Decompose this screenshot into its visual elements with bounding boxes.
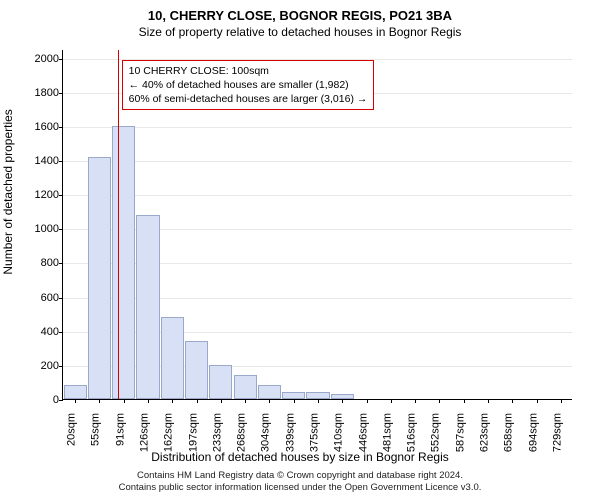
x-tick-mark [488,399,489,403]
x-tick-mark [294,399,295,403]
x-axis-label: Distribution of detached houses by size … [0,450,600,464]
x-tick-mark [197,399,198,403]
y-tick-mark [59,332,63,333]
histogram-bar [112,126,135,399]
x-tick-label: 552sqm [430,413,442,452]
y-tick-label: 2000 [21,53,59,65]
y-tick-label: 1800 [21,87,59,99]
callout-line: 10 CHERRY CLOSE: 100sqm [129,64,368,78]
x-tick-label: 197sqm [187,413,199,452]
x-tick-mark [561,399,562,403]
x-tick-mark [439,399,440,403]
y-tick-mark [59,195,63,196]
histogram-bar [258,385,281,399]
histogram-bar [161,317,184,399]
x-tick-mark [148,399,149,403]
grid-line [63,127,572,128]
y-tick-label: 200 [21,360,59,372]
x-tick-label: 516sqm [406,413,418,452]
x-tick-mark [269,399,270,403]
x-tick-label: 587sqm [454,413,466,452]
x-tick-label: 20sqm [66,413,78,446]
x-tick-label: 162sqm [163,413,175,452]
y-tick-mark [59,161,63,162]
chart-title-main: 10, CHERRY CLOSE, BOGNOR REGIS, PO21 3BA [0,0,600,23]
y-tick-label: 600 [21,292,59,304]
histogram-bar [136,215,159,399]
y-tick-label: 1200 [21,189,59,201]
x-tick-label: 623sqm [478,413,490,452]
y-tick-mark [59,263,63,264]
y-tick-mark [59,400,63,401]
property-callout: 10 CHERRY CLOSE: 100sqm← 40% of detached… [122,60,375,111]
y-tick-mark [59,93,63,94]
footer-attribution: Contains HM Land Registry data © Crown c… [0,470,600,494]
histogram-bar [282,392,305,399]
x-tick-label: 233sqm [211,413,223,452]
x-tick-label: 304sqm [260,413,272,452]
x-tick-mark [221,399,222,403]
x-tick-mark [537,399,538,403]
y-axis-label: Number of detached properties [1,109,15,274]
x-tick-label: 339sqm [284,413,296,452]
y-tick-label: 400 [21,326,59,338]
y-tick-label: 0 [21,394,59,406]
histogram-bar [185,341,208,399]
x-tick-mark [512,399,513,403]
histogram-bar [306,392,329,399]
x-tick-mark [391,399,392,403]
histogram-bar [64,385,87,399]
y-tick-mark [59,59,63,60]
x-tick-label: 729sqm [551,413,563,452]
histogram-bar [209,365,232,399]
y-tick-mark [59,366,63,367]
x-tick-label: 658sqm [503,413,515,452]
callout-line: 60% of semi-detached houses are larger (… [129,92,368,106]
footer-line-2: Contains public sector information licen… [0,482,600,494]
x-tick-mark [124,399,125,403]
x-tick-mark [464,399,465,403]
x-tick-mark [318,399,319,403]
y-tick-mark [59,127,63,128]
x-tick-mark [245,399,246,403]
y-tick-label: 1600 [21,121,59,133]
histogram-bar [234,375,257,399]
x-tick-mark [75,399,76,403]
grid-line [63,195,572,196]
x-tick-label: 481sqm [381,413,393,452]
x-tick-label: 410sqm [333,413,345,452]
y-tick-label: 1400 [21,155,59,167]
x-tick-label: 55sqm [90,413,102,446]
x-tick-label: 268sqm [236,413,248,452]
x-tick-mark [99,399,100,403]
x-tick-label: 446sqm [357,413,369,452]
footer-line-1: Contains HM Land Registry data © Crown c… [0,470,600,482]
chart-title-sub: Size of property relative to detached ho… [0,23,600,39]
x-tick-label: 91sqm [114,413,126,446]
property-marker-line [118,50,119,399]
y-tick-label: 800 [21,257,59,269]
histogram-bar [88,157,111,399]
x-tick-mark [172,399,173,403]
x-tick-mark [367,399,368,403]
x-tick-label: 126sqm [138,413,150,452]
x-tick-mark [415,399,416,403]
x-tick-mark [342,399,343,403]
y-tick-mark [59,298,63,299]
x-tick-label: 694sqm [527,413,539,452]
x-tick-label: 375sqm [308,413,320,452]
chart-plot-area: 020040060080010001200140016001800200020s… [62,50,572,400]
callout-line: ← 40% of detached houses are smaller (1,… [129,78,368,92]
y-tick-mark [59,229,63,230]
grid-line [63,161,572,162]
y-tick-label: 1000 [21,223,59,235]
